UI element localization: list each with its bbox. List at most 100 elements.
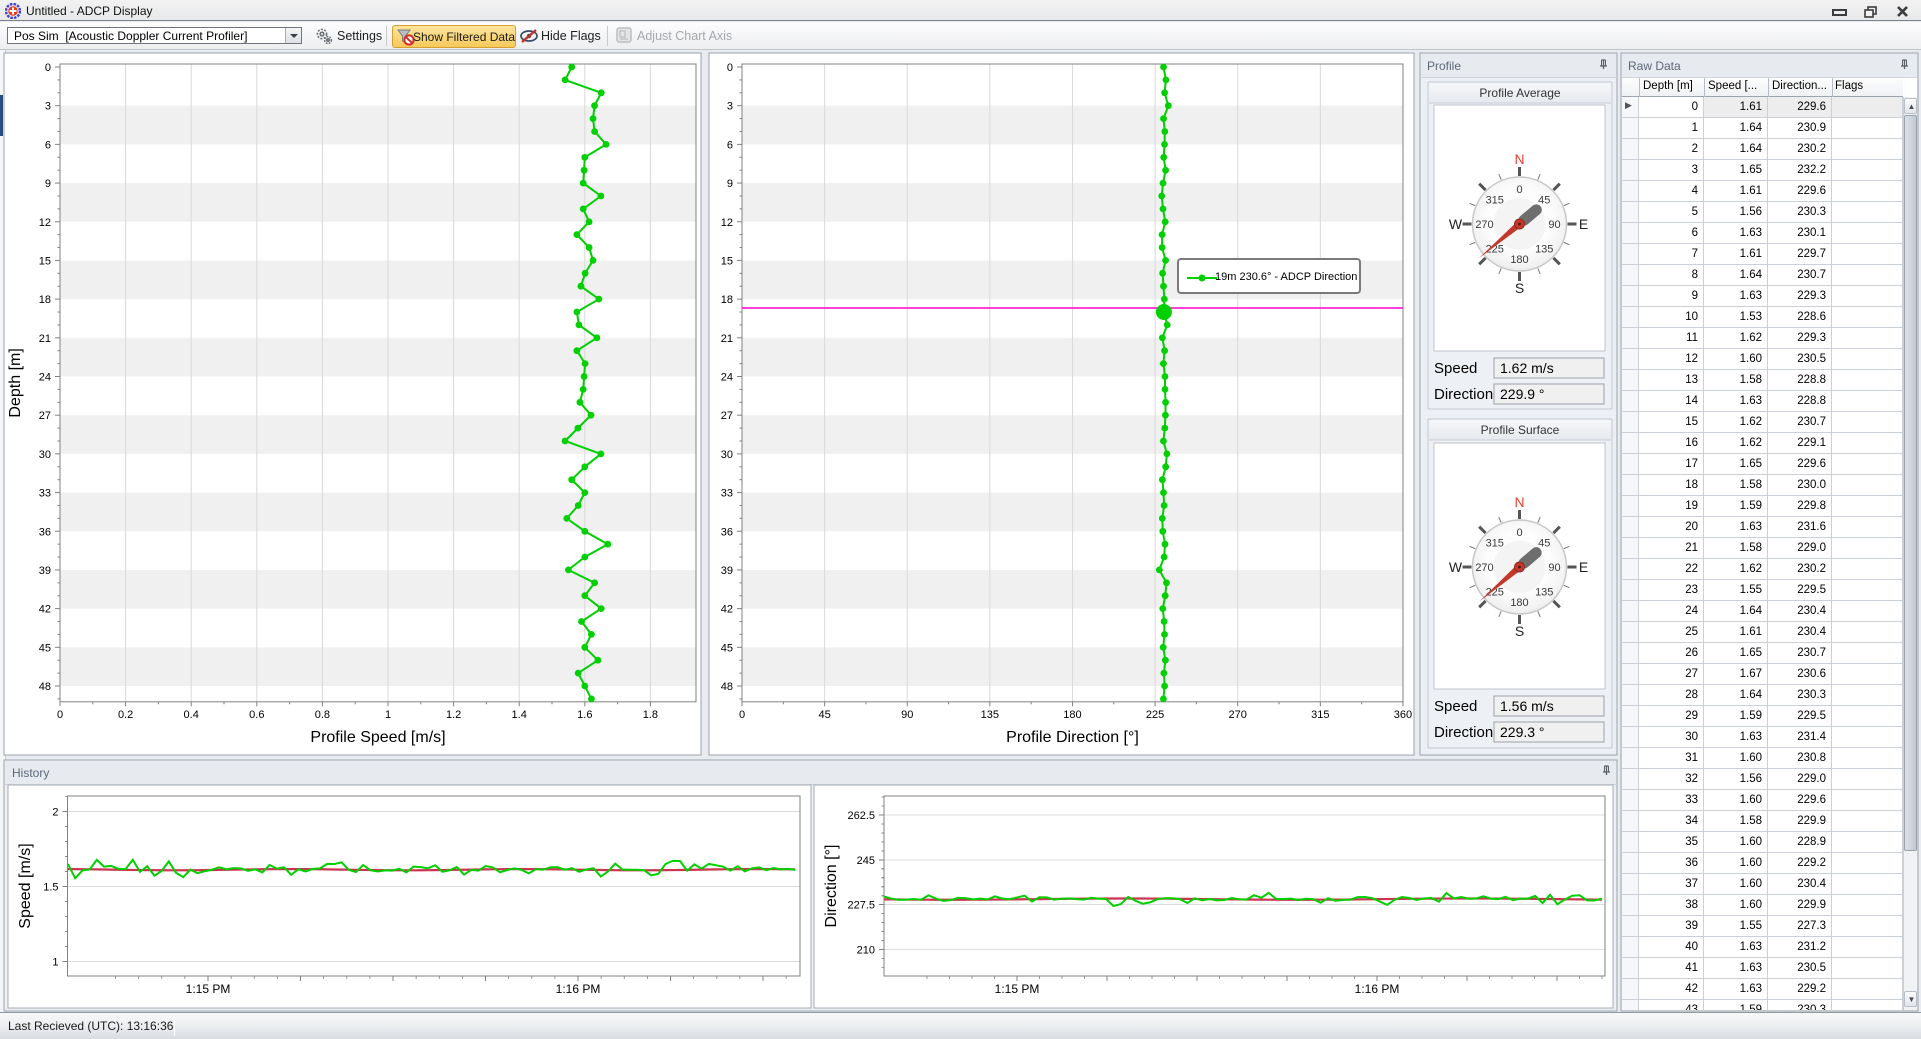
svg-text:18: 18 bbox=[721, 294, 733, 306]
svg-text:315: 315 bbox=[1486, 537, 1504, 549]
svg-text:0: 0 bbox=[45, 62, 51, 74]
svg-text:1.6: 1.6 bbox=[577, 709, 592, 721]
svg-text:0.4: 0.4 bbox=[184, 709, 199, 721]
svg-text:315: 315 bbox=[1486, 194, 1504, 206]
svg-text:45: 45 bbox=[1538, 194, 1550, 206]
svg-text:3: 3 bbox=[45, 101, 51, 113]
svg-text:315: 315 bbox=[1311, 709, 1329, 721]
svg-text:Profile Direction [°]: Profile Direction [°] bbox=[1006, 729, 1139, 746]
svg-text:36: 36 bbox=[39, 526, 51, 538]
svg-text:245: 245 bbox=[857, 855, 875, 867]
svg-text:2: 2 bbox=[52, 807, 58, 819]
svg-text:E: E bbox=[1579, 216, 1588, 232]
svg-text:24: 24 bbox=[721, 372, 733, 384]
svg-text:Speed: Speed bbox=[1434, 698, 1477, 715]
svg-text:180: 180 bbox=[1063, 709, 1081, 721]
svg-text:History: History bbox=[12, 766, 49, 780]
svg-text:0: 0 bbox=[739, 709, 745, 721]
svg-text:45: 45 bbox=[1538, 537, 1550, 549]
svg-text:1:16 PM: 1:16 PM bbox=[1355, 982, 1400, 996]
svg-text:Profile: Profile bbox=[1427, 59, 1461, 73]
svg-text:21: 21 bbox=[721, 333, 733, 345]
svg-text:24: 24 bbox=[39, 372, 51, 384]
svg-text:30: 30 bbox=[39, 449, 51, 461]
svg-text:39: 39 bbox=[39, 565, 51, 577]
svg-text:6: 6 bbox=[727, 139, 733, 151]
svg-text:Speed [m/s]: Speed [m/s] bbox=[17, 843, 34, 928]
svg-text:Direction: Direction bbox=[1434, 386, 1493, 403]
svg-text:45: 45 bbox=[721, 642, 733, 654]
svg-text:1: 1 bbox=[52, 957, 58, 969]
svg-text:90: 90 bbox=[1548, 562, 1560, 574]
svg-text:39: 39 bbox=[721, 565, 733, 577]
svg-text:1.2: 1.2 bbox=[446, 709, 461, 721]
svg-text:45: 45 bbox=[818, 709, 830, 721]
svg-text:1:15 PM: 1:15 PM bbox=[186, 982, 231, 996]
svg-text:9: 9 bbox=[727, 178, 733, 190]
svg-text:48: 48 bbox=[721, 681, 733, 693]
svg-text:210: 210 bbox=[857, 945, 875, 957]
svg-text:270: 270 bbox=[1475, 562, 1493, 574]
svg-text:21: 21 bbox=[39, 333, 51, 345]
svg-text:180: 180 bbox=[1510, 597, 1528, 609]
svg-text:42: 42 bbox=[721, 604, 733, 616]
svg-text:27: 27 bbox=[721, 410, 733, 422]
svg-text:1:16 PM: 1:16 PM bbox=[556, 982, 601, 996]
svg-text:E: E bbox=[1579, 559, 1588, 575]
svg-text:90: 90 bbox=[1548, 219, 1560, 231]
svg-text:0: 0 bbox=[57, 709, 63, 721]
svg-text:12: 12 bbox=[39, 217, 51, 229]
svg-text:135: 135 bbox=[981, 709, 999, 721]
svg-text:36: 36 bbox=[721, 526, 733, 538]
svg-text:15: 15 bbox=[721, 255, 733, 267]
svg-text:225: 225 bbox=[1146, 709, 1164, 721]
svg-text:262.5: 262.5 bbox=[847, 810, 875, 822]
svg-text:9: 9 bbox=[45, 178, 51, 190]
svg-text:135: 135 bbox=[1535, 587, 1553, 599]
svg-text:1.56 m/s: 1.56 m/s bbox=[1500, 698, 1554, 714]
svg-text:0.6: 0.6 bbox=[249, 709, 264, 721]
svg-text:227.5: 227.5 bbox=[847, 900, 875, 912]
svg-text:90: 90 bbox=[901, 709, 913, 721]
svg-text:12: 12 bbox=[721, 217, 733, 229]
svg-text:Direction [°]: Direction [°] bbox=[823, 845, 840, 928]
svg-text:229.3 °: 229.3 ° bbox=[1500, 724, 1545, 740]
svg-text:270: 270 bbox=[1229, 709, 1247, 721]
svg-text:0: 0 bbox=[1516, 184, 1522, 196]
svg-text:225: 225 bbox=[1486, 244, 1504, 256]
svg-text:27: 27 bbox=[39, 410, 51, 422]
svg-text:229.9 °: 229.9 ° bbox=[1500, 386, 1545, 402]
svg-text:1.62 m/s: 1.62 m/s bbox=[1500, 360, 1554, 376]
svg-text:Direction: Direction bbox=[1434, 724, 1493, 741]
svg-text:48: 48 bbox=[39, 681, 51, 693]
svg-text:33: 33 bbox=[39, 488, 51, 500]
svg-text:1.4: 1.4 bbox=[512, 709, 527, 721]
svg-text:Raw Data: Raw Data bbox=[1628, 59, 1681, 73]
svg-text:1.5: 1.5 bbox=[43, 882, 58, 894]
svg-text:S: S bbox=[1515, 280, 1524, 296]
svg-text:Profile Average: Profile Average bbox=[1479, 86, 1560, 100]
svg-text:360: 360 bbox=[1394, 709, 1412, 721]
svg-text:270: 270 bbox=[1475, 219, 1493, 231]
svg-text:1: 1 bbox=[385, 709, 391, 721]
svg-text:N: N bbox=[1514, 494, 1524, 510]
svg-text:Profile Speed [m/s]: Profile Speed [m/s] bbox=[310, 729, 445, 746]
svg-text:W: W bbox=[1449, 559, 1463, 575]
svg-text:S: S bbox=[1515, 623, 1524, 639]
svg-text:42: 42 bbox=[39, 604, 51, 616]
svg-text:Speed: Speed bbox=[1434, 360, 1477, 377]
svg-text:1.8: 1.8 bbox=[643, 709, 658, 721]
svg-text:45: 45 bbox=[39, 642, 51, 654]
svg-text:3: 3 bbox=[727, 101, 733, 113]
svg-text:180: 180 bbox=[1510, 254, 1528, 266]
svg-text:0: 0 bbox=[1516, 527, 1522, 539]
svg-text:225: 225 bbox=[1486, 587, 1504, 599]
svg-text:W: W bbox=[1449, 216, 1463, 232]
svg-text:Profile Surface: Profile Surface bbox=[1481, 423, 1560, 437]
svg-text:0.2: 0.2 bbox=[118, 709, 133, 721]
svg-text:30: 30 bbox=[721, 449, 733, 461]
svg-text:135: 135 bbox=[1535, 244, 1553, 256]
svg-text:1:15 PM: 1:15 PM bbox=[995, 982, 1040, 996]
svg-text:6: 6 bbox=[45, 139, 51, 151]
svg-text:15: 15 bbox=[39, 255, 51, 267]
